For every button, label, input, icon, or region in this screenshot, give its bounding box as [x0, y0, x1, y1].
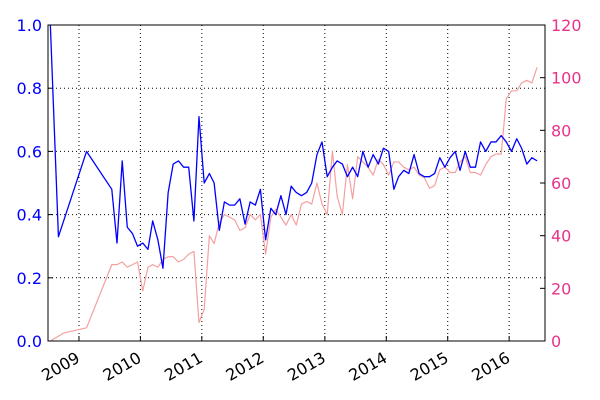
tick-marks: [48, 24, 545, 342]
series-layer: [49, 24, 538, 342]
left-y-axis: 0.0 0.2 0.4 0.6 0.8 1.0: [17, 16, 42, 351]
left-tick-label: 1.0: [17, 16, 42, 35]
left-tick-label: 0.2: [17, 269, 42, 288]
right-tick-label: 80: [551, 121, 571, 140]
left-axis-series-line: [49, 24, 538, 269]
right-tick-label: 120: [551, 16, 582, 35]
right-tick-label: 40: [551, 227, 571, 246]
right-tick-label: 20: [551, 279, 571, 298]
grid: [48, 25, 545, 341]
right-tick-label: 60: [551, 174, 571, 193]
left-tick-label: 0.8: [17, 79, 42, 98]
right-tick-label: 0: [551, 332, 561, 351]
right-y-axis: 0 20 40 60 80 100 120: [551, 16, 582, 351]
left-tick-label: 0.0: [17, 332, 42, 351]
left-tick-label: 0.4: [17, 206, 42, 225]
right-tick-label: 100: [551, 69, 582, 88]
left-tick-label: 0.6: [17, 142, 42, 161]
